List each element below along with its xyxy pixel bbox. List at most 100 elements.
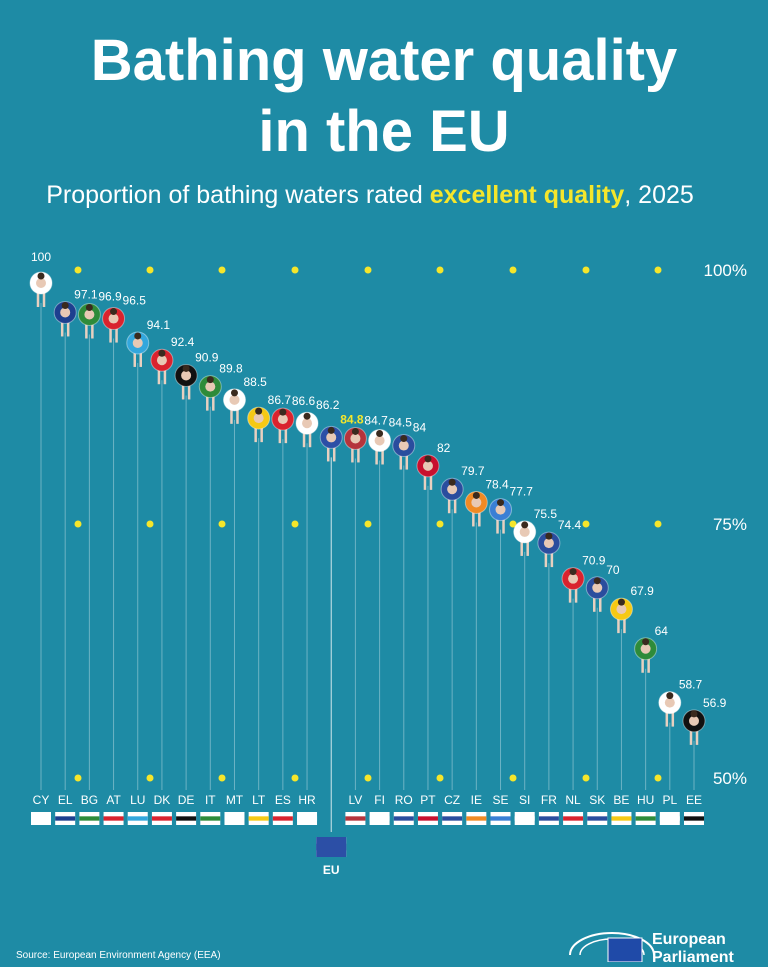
value-label: 84 (413, 421, 427, 435)
float (271, 407, 295, 444)
value-label: 86.7 (268, 393, 292, 407)
x-tick-label: IT (205, 793, 216, 807)
y-tick-label: 100% (704, 261, 747, 280)
float (77, 302, 101, 339)
y-tick-label: 50% (713, 769, 747, 788)
head (424, 455, 432, 463)
flag-stripe (442, 816, 463, 821)
ring-hole (374, 435, 385, 446)
grid-dot (146, 520, 154, 528)
value-label: 84.5 (389, 415, 413, 429)
head (110, 308, 118, 316)
value-label: 94.1 (147, 318, 171, 332)
flag (127, 812, 148, 825)
flag (514, 812, 535, 825)
flag-stripe (345, 816, 366, 821)
head (472, 491, 480, 499)
ring-hole (253, 413, 264, 424)
float (29, 271, 53, 307)
float (150, 348, 174, 385)
head (279, 408, 287, 416)
float (102, 307, 126, 343)
head (497, 499, 505, 507)
float (513, 520, 537, 556)
x-tick-label: EU (323, 863, 340, 877)
head (617, 598, 625, 606)
float (198, 375, 222, 411)
flag-stripe (417, 816, 438, 821)
head (134, 332, 142, 340)
grid-dot (291, 520, 299, 528)
grid-dot (654, 520, 662, 528)
flag-stripe (659, 816, 680, 821)
logo-text: Parliament (652, 949, 734, 962)
value-label: 86.6 (292, 394, 316, 408)
x-tick-label: AT (106, 793, 121, 807)
value-label: 97.1 (74, 287, 98, 301)
flag-stripe (224, 816, 245, 821)
ring-hole (568, 573, 579, 584)
grid-dot (218, 266, 226, 274)
value-label: 89.8 (219, 362, 243, 376)
value-label: 84.8 (340, 412, 364, 426)
flag-field (316, 837, 347, 857)
head (569, 568, 577, 576)
flag-stripe (272, 816, 293, 821)
grid-dot (74, 520, 82, 528)
value-label: 84.7 (364, 413, 388, 427)
value-label: 67.9 (630, 584, 654, 598)
head (206, 376, 214, 384)
ring-hole (108, 313, 119, 324)
flag (587, 812, 608, 825)
flag (684, 812, 704, 825)
x-tick-label: HU (637, 793, 654, 807)
flag-stripe (31, 816, 51, 821)
flag (369, 812, 390, 825)
grid-dots (74, 774, 662, 782)
x-tick-label: SE (493, 793, 509, 807)
value-label: 82 (437, 441, 451, 455)
float (489, 498, 513, 534)
flag-stripe (490, 816, 511, 821)
float (609, 597, 633, 634)
ring-hole (156, 355, 167, 366)
flag (55, 812, 76, 825)
head (255, 407, 263, 415)
flag-stripe (200, 816, 221, 821)
grid-dot (654, 266, 662, 274)
float (585, 576, 609, 612)
float (126, 331, 150, 367)
flag-stripe (635, 816, 656, 821)
grid-dot (582, 266, 590, 274)
ring-hole (398, 440, 409, 451)
head (376, 429, 384, 437)
flag-stripe (176, 816, 197, 821)
float (634, 637, 658, 673)
flag (224, 812, 245, 825)
flag-stripe (684, 816, 704, 821)
flag-stripe (393, 816, 414, 821)
ring-hole (495, 504, 506, 515)
grid-dot (436, 774, 444, 782)
grid-dot (509, 520, 517, 528)
x-tick-label: LV (349, 793, 363, 807)
x-tick-label: EE (686, 793, 702, 807)
value-label: 96.5 (123, 294, 147, 308)
x-tick-label: PT (420, 793, 436, 807)
grid-dot (74, 266, 82, 274)
x-tick-label: PL (662, 793, 677, 807)
flag-stripe (538, 816, 559, 821)
float (561, 567, 585, 603)
ring-hole (36, 278, 46, 288)
ring-hole (350, 433, 361, 444)
ring-hole (181, 370, 192, 381)
ring-hole (229, 394, 240, 405)
ring-hole (302, 418, 313, 429)
ring-hole (84, 309, 95, 320)
flag (417, 812, 438, 825)
head (545, 532, 553, 540)
subtitle: Proportion of bathing waters rated excel… (46, 181, 694, 209)
ring-hole (592, 582, 603, 593)
x-tick-label: SI (519, 793, 530, 807)
